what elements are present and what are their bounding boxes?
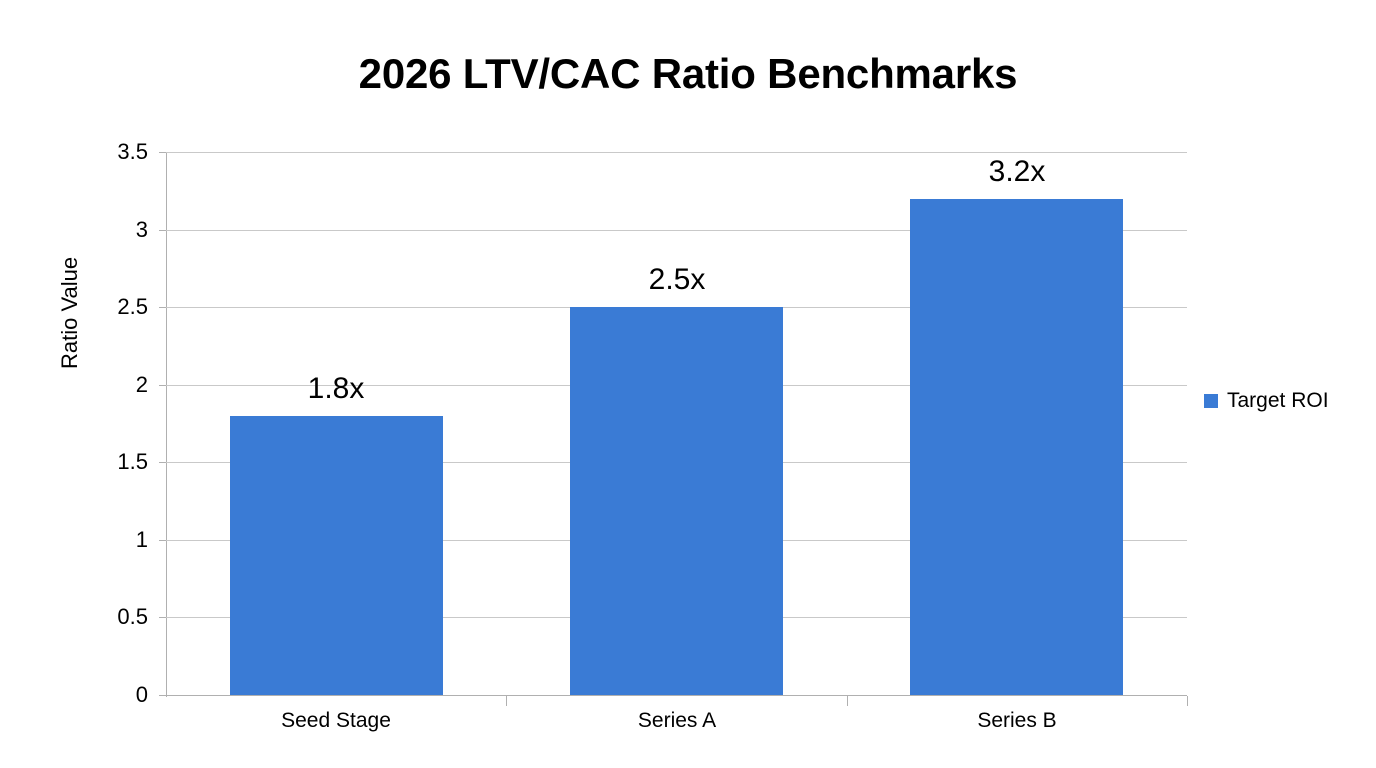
y-axis-title: Ratio Value — [57, 256, 82, 369]
x-category-label: Series A — [637, 709, 717, 732]
y-tick-label: 2 — [135, 372, 148, 397]
y-tick-label: 3.5 — [117, 139, 148, 164]
chart-title: 2026 LTV/CAC Ratio Benchmarks — [358, 50, 1018, 97]
plot-area — [166, 152, 1187, 696]
x-tick-mark — [847, 696, 848, 706]
y-tick-mark — [159, 617, 167, 618]
gridline — [166, 695, 1187, 696]
gridline — [166, 230, 1187, 231]
y-tick-label: 1.5 — [117, 449, 148, 474]
legend-label-target-roi: Target ROI — [1227, 389, 1329, 412]
y-tick-label: 0.5 — [117, 604, 148, 629]
y-tick-mark — [159, 385, 167, 386]
y-tick-label: 0 — [135, 682, 148, 707]
bar[interactable] — [230, 416, 443, 695]
y-tick-mark — [159, 230, 167, 231]
bar[interactable] — [570, 307, 783, 695]
y-tick-mark — [159, 307, 167, 308]
y-tick-label: 3 — [135, 217, 148, 242]
y-tick-label: 1 — [135, 527, 148, 552]
y-tick-mark — [159, 462, 167, 463]
y-axis-line — [166, 152, 167, 697]
legend-swatch-target-roi — [1204, 394, 1218, 408]
bar[interactable] — [910, 199, 1123, 695]
x-tick-mark — [506, 696, 507, 706]
y-tick-mark — [159, 540, 167, 541]
x-category-label: Series B — [977, 709, 1057, 732]
y-tick-label: 2.5 — [117, 294, 148, 319]
bar-value-label: 2.5x — [648, 263, 706, 296]
x-category-label: Seed Stage — [281, 709, 391, 732]
bar-value-label: 1.8x — [307, 372, 365, 405]
gridline — [166, 152, 1187, 153]
chart-legend[interactable]: Target ROI — [1204, 389, 1329, 413]
bar-value-label: 3.2x — [988, 155, 1046, 188]
y-tick-mark — [159, 152, 167, 153]
y-tick-mark — [159, 695, 167, 696]
x-tick-mark — [1187, 696, 1188, 706]
